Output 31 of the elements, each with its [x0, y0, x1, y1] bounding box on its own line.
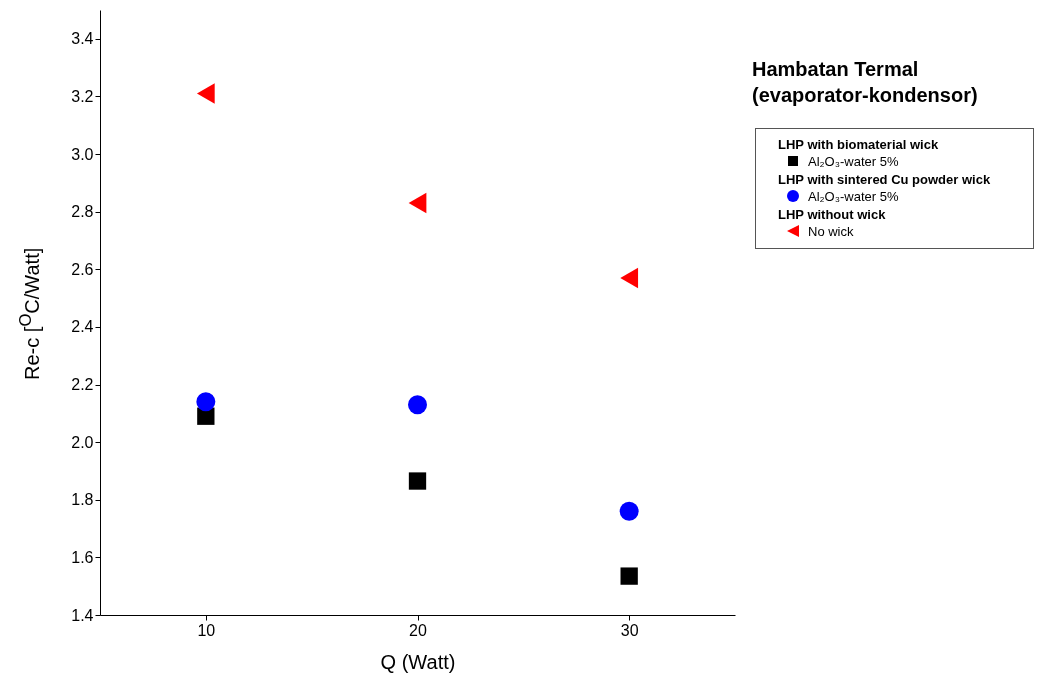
x-tick-label: 20 — [409, 621, 427, 639]
text: LHP without wick — [777, 207, 887, 222]
legend-label: Al₂O₃-water 5% — [808, 153, 899, 169]
point — [196, 392, 216, 412]
y-tick-label: 2.6 — [71, 260, 94, 278]
point — [408, 472, 427, 490]
legend-label: Al₂O₃-water 5% — [808, 188, 899, 204]
y-tick-label: 2.2 — [71, 376, 94, 394]
y-tick-label: 3.2 — [71, 87, 94, 105]
point — [620, 267, 639, 289]
text: LHP with biomaterial wick — [777, 137, 940, 152]
text: (evaporator-kondensor) — [752, 84, 978, 106]
y-tick-label: 1.4 — [71, 606, 94, 624]
y-tick-label: 3.0 — [71, 145, 94, 163]
y-tick-label: 3.4 — [71, 30, 94, 48]
point — [619, 501, 639, 521]
y-tick-label: 1.6 — [71, 548, 94, 566]
point — [196, 83, 215, 104]
y-tick-label: 2.4 — [71, 318, 94, 336]
point — [620, 567, 638, 585]
text: LHP with sintered Cu powder wick — [777, 172, 992, 187]
point — [408, 395, 427, 415]
x-axis-title: Q (Watt) — [380, 650, 456, 673]
y-tick-label: 1.8 — [71, 491, 94, 509]
y-tick-label: 2.8 — [71, 203, 94, 221]
x-tick-label: 10 — [197, 621, 216, 639]
point — [408, 192, 427, 214]
y-tick-label: 2.0 — [71, 433, 94, 451]
legend-label: No wick — [808, 223, 854, 239]
text: Hambatan Termal — [752, 58, 919, 80]
x-tick-label: 30 — [620, 621, 639, 639]
